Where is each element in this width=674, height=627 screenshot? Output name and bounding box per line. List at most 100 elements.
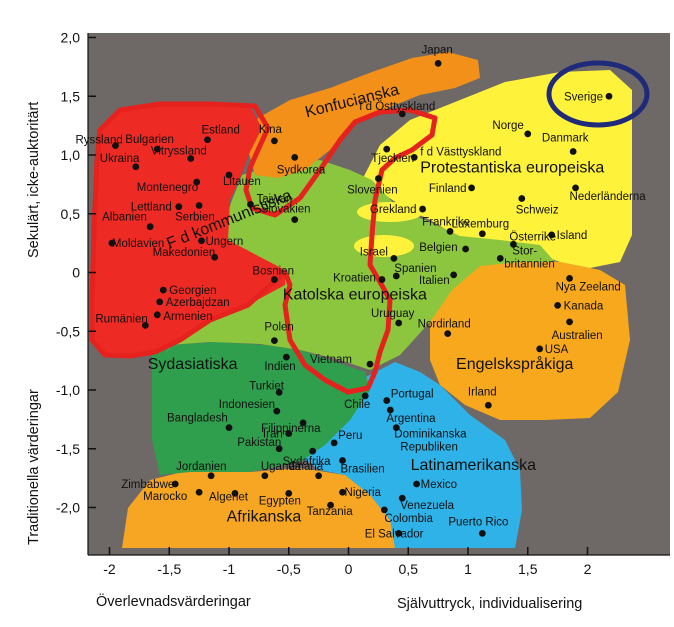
point-tanzania [327, 501, 334, 509]
y-tick-label: 2,0 [61, 30, 81, 46]
point-australien [566, 318, 573, 326]
y-tick-label: -1,0 [56, 382, 80, 398]
point-label: Ukraina [100, 153, 140, 165]
point-kina [271, 137, 278, 145]
point-uruguay [395, 319, 403, 327]
x-label-left: Överlevnadsvärderingar [96, 592, 251, 610]
point-österrike [510, 240, 517, 248]
point-island [548, 231, 556, 239]
cluster-region-konfucianska [248, 52, 480, 178]
point-label: Mexico [421, 479, 457, 491]
cluster-label-engelskspråkiga: Engelskspråkiga [456, 355, 574, 373]
point-egypten [285, 490, 293, 497]
point-label: Finland [429, 183, 467, 195]
point-spanien [392, 272, 400, 280]
point-label: Algeriet [209, 491, 249, 503]
point-label: Litauen [223, 176, 261, 188]
cluster-region-kommunistiska [92, 104, 285, 356]
point-label: Ghana [289, 461, 324, 473]
point-label: Nya Zeeland [556, 281, 621, 293]
point-label: Iran [263, 428, 283, 440]
point-puerto-rico [478, 529, 486, 537]
point-japan [434, 59, 442, 67]
y-label-top: Sekulärt, icke-auktoritärt [26, 102, 42, 258]
point-irland [484, 401, 492, 409]
point-label: Egypten [259, 495, 301, 507]
point-montenegro [193, 178, 201, 186]
point-ryssland [112, 142, 119, 150]
point-label: Estland [201, 125, 239, 137]
y-tick-label: 0 [72, 265, 80, 281]
y-tick-label: 0,5 [61, 206, 81, 222]
point-frankrike [446, 227, 454, 235]
point-sverige [605, 92, 613, 100]
y-tick-label: -2,0 [56, 500, 80, 516]
point-label: Frankrike [422, 216, 470, 228]
point-f-d-västtyskland [410, 153, 418, 161]
x-tick-label: 2 [584, 561, 592, 577]
point-vitryssland [187, 155, 195, 162]
x-tick-label: -1 [223, 561, 236, 577]
point-label: Kina [259, 124, 283, 136]
cluster-regions [89, 52, 650, 548]
point-label: Georgien [169, 285, 216, 297]
point-label: Slovenien [347, 185, 398, 197]
point-label: Ryssland [75, 135, 122, 147]
point-makedonien [211, 253, 219, 261]
point-label: Argentina [386, 413, 436, 425]
point-taiwan [247, 200, 254, 208]
point-label: Bulgarien [125, 134, 174, 146]
point-label: Slovakien [261, 204, 311, 216]
point-norge [524, 130, 532, 138]
point-colombia [380, 506, 388, 514]
point-kanada [554, 302, 562, 309]
point-georgien [159, 286, 167, 294]
kommunistiska-outline [89, 101, 438, 395]
cluster-label-protestantiska-europeiska: Protestantiska europeiska [420, 160, 604, 177]
point-tjeckien [383, 145, 391, 153]
point-venezuela [398, 494, 406, 502]
point-israel [390, 255, 398, 262]
point-el-salvador [395, 529, 403, 537]
point-luxemburg [478, 230, 486, 238]
point-litauen [225, 171, 233, 179]
point-sydkorea [291, 153, 299, 161]
point-lettland [175, 203, 183, 211]
point-pakistan [275, 445, 283, 453]
point-label: Spanien [394, 263, 436, 275]
x-label-right: Självuttryck, individualisering [397, 596, 582, 612]
point-label: Montenegro [137, 182, 198, 194]
point-label: Venezuela [400, 500, 454, 512]
point-label: Bosnien [252, 266, 294, 278]
point-label: Irland [468, 386, 497, 398]
point-label: Danmark [542, 132, 589, 144]
y-label-bottom: Traditionella värderingar [26, 389, 42, 545]
point-label: Grekland [370, 204, 417, 216]
y-tick-label: 1,5 [61, 88, 81, 104]
point-brasilien [339, 457, 346, 464]
point-bosnien [271, 276, 278, 283]
sverige-highlight-ring [546, 60, 650, 128]
point-label: Schweiz [516, 204, 559, 216]
point-finland [468, 184, 475, 192]
point-f-d-östtyskland [398, 110, 406, 118]
cluster-label-latinamerikanska: Latinamerikanska [411, 457, 537, 474]
point-indien [282, 353, 290, 361]
point-label: Australien [552, 330, 603, 342]
point-label: Sydafrika [283, 456, 332, 468]
point-label: Filippinerna [261, 423, 321, 435]
point-label: Colombia [384, 513, 433, 525]
point-sydafrika [309, 447, 317, 455]
point-schweiz [518, 195, 526, 202]
point-iran [285, 430, 293, 437]
point-ungern [198, 237, 205, 245]
point-serbien [195, 202, 203, 209]
x-tick-label: -0,5 [277, 561, 301, 577]
point-label: Israel [360, 246, 388, 258]
point-label: Luxemburg [452, 219, 510, 231]
point-label: Dominikanska Republiken [394, 429, 467, 454]
point-kroatien [378, 276, 386, 283]
point-belgien [462, 245, 470, 253]
point-label: Turkiet [249, 380, 285, 392]
point-label: Norge [492, 120, 523, 132]
